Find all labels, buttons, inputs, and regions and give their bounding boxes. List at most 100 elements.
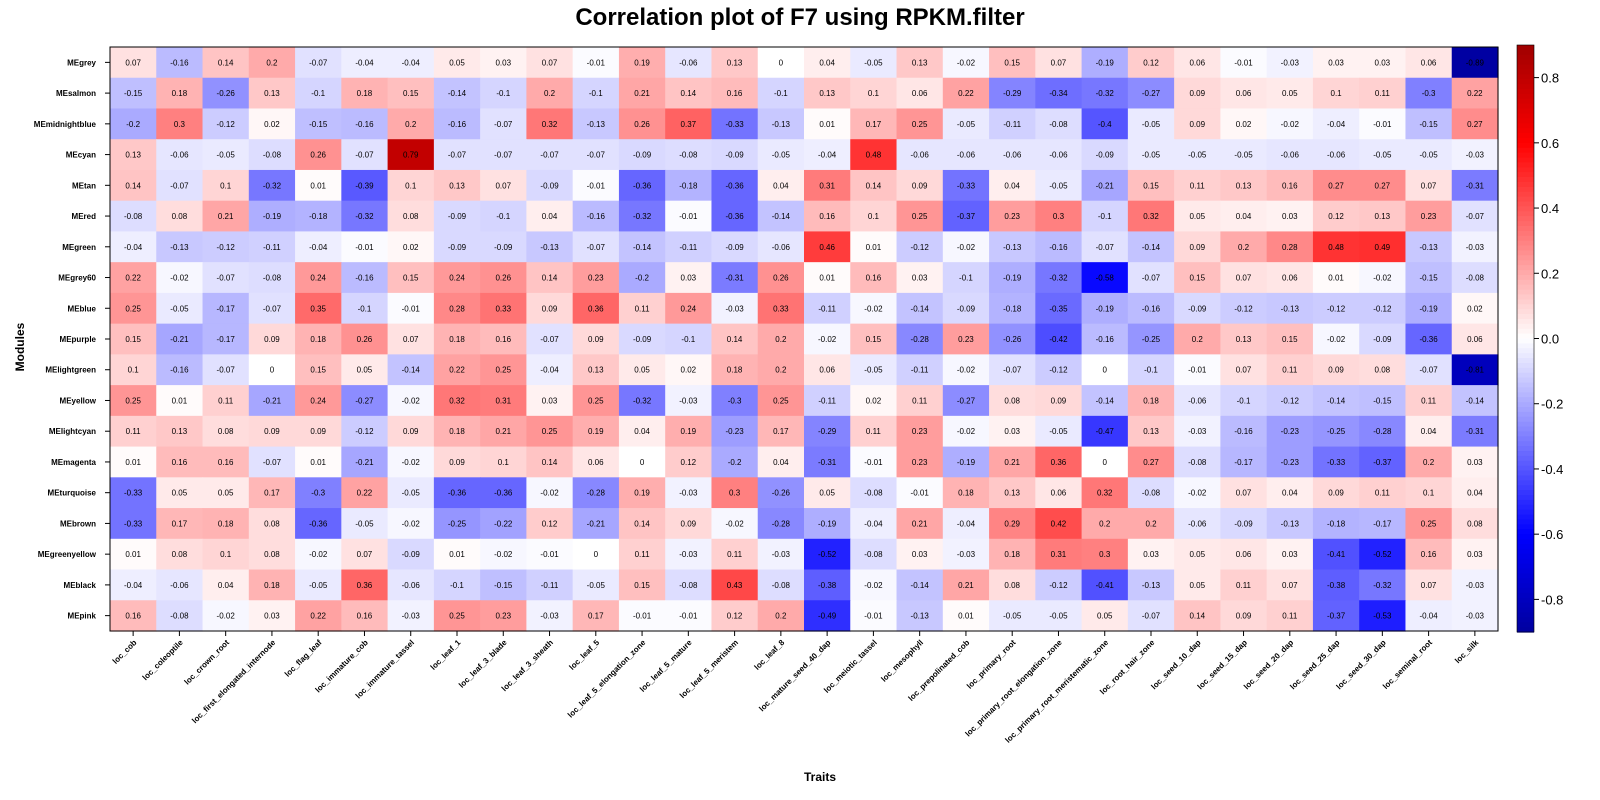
cell-value-label: 0.22 bbox=[449, 366, 465, 375]
heatmap-cell bbox=[526, 446, 574, 478]
heatmap-cell bbox=[896, 169, 944, 202]
cell-value-label: 0.24 bbox=[310, 396, 326, 405]
heatmap-cell bbox=[1081, 354, 1129, 386]
heatmap-cell bbox=[989, 600, 1036, 632]
heatmap-cell bbox=[1451, 139, 1499, 171]
heatmap-cell bbox=[1174, 139, 1221, 171]
heatmap-cell bbox=[1359, 262, 1407, 294]
colorbar-tick-label: -0.8 bbox=[1541, 592, 1563, 607]
cell-value-label: -0.02 bbox=[170, 274, 189, 283]
heatmap-cell bbox=[896, 231, 944, 263]
cell-value-label: -0.26 bbox=[1003, 335, 1022, 344]
heatmap-cell bbox=[896, 569, 944, 601]
cell-value-label: 0.04 bbox=[773, 181, 789, 190]
heatmap-cell bbox=[480, 538, 527, 571]
heatmap-cell bbox=[1174, 77, 1221, 110]
heatmap-cell bbox=[1035, 446, 1083, 478]
heatmap-cell bbox=[572, 569, 620, 601]
heatmap-cell bbox=[295, 477, 342, 509]
heatmap-cell bbox=[1127, 569, 1175, 601]
heatmap-cell bbox=[526, 262, 574, 294]
heatmap-cell bbox=[202, 508, 250, 540]
cell-value-label: 0 bbox=[1103, 366, 1108, 375]
heatmap-cell bbox=[156, 108, 204, 140]
cell-value-label: -0.01 bbox=[633, 612, 652, 621]
heatmap-cell bbox=[341, 200, 389, 233]
heatmap-cell bbox=[1127, 538, 1175, 571]
heatmap-cell bbox=[202, 77, 250, 110]
x-tick-label: loc_seminal_root bbox=[1381, 638, 1434, 691]
heatmap-cell bbox=[572, 108, 620, 140]
heatmap-cell bbox=[618, 139, 666, 171]
heatmap-cell bbox=[1312, 569, 1360, 601]
heatmap-cell bbox=[757, 538, 805, 571]
cell-value-label: 0.04 bbox=[1282, 489, 1298, 498]
heatmap-cell bbox=[341, 508, 389, 540]
heatmap-cell bbox=[1220, 538, 1268, 571]
heatmap-cell bbox=[480, 600, 527, 632]
cell-value-label: 0.1 bbox=[220, 181, 232, 190]
cell-value-label: 0 bbox=[640, 458, 645, 467]
heatmap-cell bbox=[1266, 323, 1314, 355]
heatmap-cell bbox=[156, 600, 204, 632]
cell-value-label: 0.1 bbox=[220, 550, 232, 559]
heatmap-cell bbox=[1451, 354, 1499, 386]
cell-value-label: 0.15 bbox=[403, 89, 419, 98]
colorbar-segment bbox=[1517, 196, 1534, 203]
cell-value-label: 0.04 bbox=[773, 458, 789, 467]
cell-value-label: 0.02 bbox=[264, 120, 280, 129]
heatmap-cell bbox=[618, 538, 666, 571]
cell-value-label: 0.06 bbox=[912, 89, 928, 98]
heatmap-cell bbox=[1359, 415, 1407, 448]
heatmap-cell bbox=[618, 323, 666, 355]
cell-value-label: 0.13 bbox=[588, 366, 604, 375]
heatmap-cell bbox=[1035, 538, 1083, 571]
heatmap-cell bbox=[942, 477, 990, 509]
cell-value-label: 0.25 bbox=[125, 304, 141, 313]
cell-value-label: 0.06 bbox=[1051, 489, 1067, 498]
cell-value-label: -0.05 bbox=[772, 151, 791, 160]
heatmap-cell bbox=[618, 77, 666, 110]
cell-value-label: -0.05 bbox=[309, 581, 328, 590]
cell-value-label: -0.05 bbox=[1049, 181, 1068, 190]
cell-value-label: 0.07 bbox=[403, 335, 419, 344]
cell-value-label: 0.35 bbox=[310, 304, 326, 313]
colorbar-segment bbox=[1517, 338, 1534, 344]
cell-value-label: 0.07 bbox=[1421, 581, 1437, 590]
heatmap-cell bbox=[1451, 292, 1499, 325]
cell-value-label: 0.2 bbox=[775, 335, 787, 344]
colorbar-segment bbox=[1517, 142, 1534, 149]
heatmap-cell bbox=[1451, 569, 1499, 601]
colorbar-segment bbox=[1517, 392, 1534, 398]
cell-value-label: 0.09 bbox=[403, 427, 419, 436]
cell-value-label: 0.09 bbox=[1189, 120, 1205, 129]
heatmap-cell bbox=[1035, 292, 1083, 325]
cell-value-label: 0.49 bbox=[1375, 243, 1391, 252]
colorbar-segment bbox=[1517, 402, 1534, 408]
heatmap-cell bbox=[711, 415, 759, 448]
heatmap-cell bbox=[572, 508, 620, 540]
cell-value-label: 0.01 bbox=[125, 458, 141, 467]
heatmap-cell bbox=[526, 600, 574, 632]
cell-value-label: 0.13 bbox=[819, 89, 835, 98]
cell-value-label: -0.11 bbox=[541, 581, 559, 590]
heatmap-cell bbox=[1451, 477, 1499, 509]
cell-value-label: 0.02 bbox=[1467, 304, 1483, 313]
heatmap-cell bbox=[1127, 600, 1175, 632]
cell-value-label: 0.2 bbox=[1238, 243, 1250, 252]
heatmap-cell bbox=[1312, 323, 1360, 355]
heatmap-cell bbox=[387, 262, 435, 294]
heatmap-cell bbox=[1174, 385, 1221, 417]
cell-value-label: -0.02 bbox=[957, 58, 976, 67]
cell-value-label: 0.03 bbox=[1375, 58, 1391, 67]
heatmap-cell bbox=[1035, 477, 1083, 509]
x-tick-label: loc_leaf_3_blade bbox=[457, 638, 509, 690]
heatmap-cell bbox=[110, 47, 157, 79]
cell-value-label: -0.03 bbox=[772, 550, 791, 559]
heatmap-cell bbox=[433, 292, 481, 325]
heatmap-cell bbox=[387, 385, 435, 417]
cell-value-label: 0 bbox=[779, 58, 784, 67]
cell-value-label: 0.19 bbox=[681, 427, 697, 436]
cell-value-label: -0.27 bbox=[355, 396, 374, 405]
cell-value-label: 0.08 bbox=[172, 212, 188, 221]
